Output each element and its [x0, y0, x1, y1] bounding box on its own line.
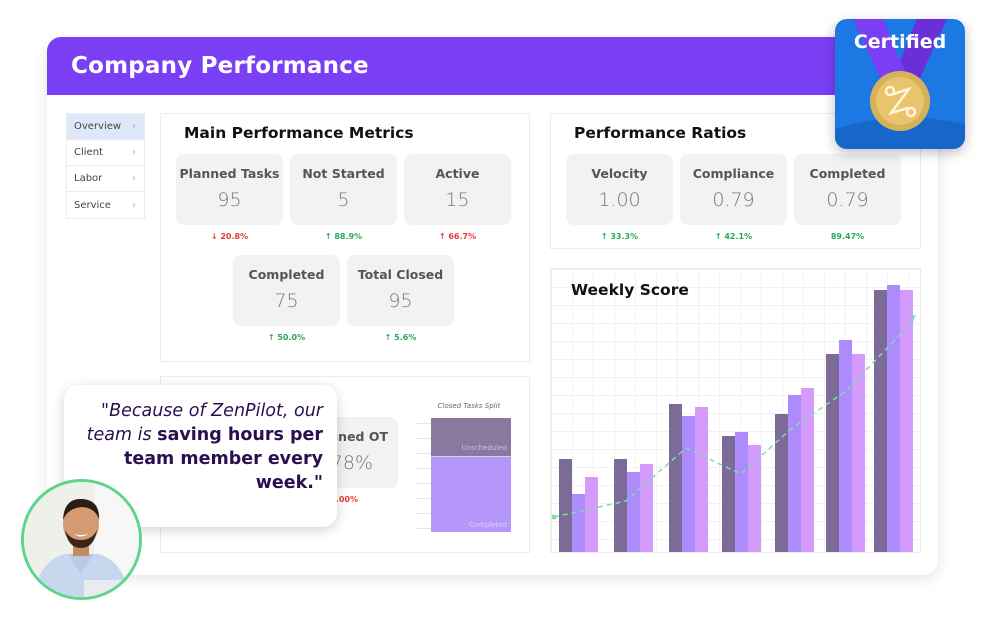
bar-w5-s2[interactable] — [788, 395, 801, 552]
split-chart-gridlines — [416, 423, 431, 531]
metric-delta: ↑ 33.3% — [600, 232, 639, 241]
chevron-right-icon: › — [132, 147, 136, 158]
dashboard-window: Company Performance Overview › Client › … — [47, 37, 938, 575]
metric-active[interactable]: Active 15 — [404, 154, 511, 225]
metric-label: Compliance — [692, 166, 775, 181]
sidebar-item-labor[interactable]: Labor › — [67, 166, 144, 192]
avatar — [21, 479, 142, 600]
bar-w2-s3[interactable] — [640, 464, 653, 552]
sidebar-item-label: Client — [74, 147, 103, 158]
bar-w1-s2[interactable] — [572, 494, 585, 552]
split-chart-title: Closed Tasks Split — [437, 402, 501, 410]
metric-completed-ratio[interactable]: Completed 0.79 — [794, 154, 901, 225]
metric-value: 0.79 — [826, 189, 869, 211]
window-header: Company Performance — [47, 37, 938, 95]
metric-label: Total Closed — [357, 267, 444, 282]
quote-italic-text: "Because of ZenPilot, our team is — [86, 401, 323, 445]
bar-w2-s2[interactable] — [627, 472, 640, 552]
chart-title: Weekly Score — [571, 281, 689, 299]
bar-w5-s1[interactable] — [775, 414, 788, 552]
segment-label: Unscheduled — [461, 444, 507, 452]
metric-compliance[interactable]: Compliance 0.79 — [680, 154, 787, 225]
chevron-right-icon: › — [132, 173, 136, 184]
bar-w7-s3[interactable] — [900, 290, 913, 552]
metric-label: Completed — [809, 166, 886, 181]
metric-delta: 89.47% — [830, 232, 865, 241]
chevron-right-icon: › — [132, 121, 136, 132]
bar-w1-s3[interactable] — [585, 477, 598, 552]
segment-label: Completed — [468, 521, 507, 529]
metric-total-closed[interactable]: Total Closed 95 — [347, 255, 454, 326]
metric-delta: ↑ 66.7% — [438, 232, 477, 241]
metric-value: 15 — [445, 189, 470, 211]
performance-ratios-card: Performance Ratios Velocity 1.00 ↑ 33.3%… — [550, 113, 921, 249]
split-segment-completed: Completed — [431, 456, 511, 532]
bar-w4-s1[interactable] — [722, 436, 735, 552]
metric-delta: 25.00% — [324, 495, 358, 504]
metric-label: Completed — [248, 267, 325, 282]
chevron-right-icon: › — [132, 199, 136, 211]
bar-w5-s3[interactable] — [801, 388, 814, 552]
sidebar-item-overview[interactable]: Overview › — [67, 114, 144, 140]
metric-label: Planned Tasks — [179, 166, 280, 181]
sidebar-item-service[interactable]: Service › — [67, 192, 144, 218]
sidebar-item-label: Service — [74, 199, 111, 211]
card-title: Main Performance Metrics — [184, 124, 414, 142]
bar-w7-s1[interactable] — [874, 290, 887, 552]
trend-line — [551, 315, 917, 520]
metric-completed[interactable]: Completed 75 — [233, 255, 340, 326]
metric-delta: ↑ 42.1% — [714, 232, 753, 241]
metric-delta: ↑ 50.0% — [267, 333, 306, 342]
metric-label: Velocity — [591, 166, 648, 181]
ribbon-icon — [835, 19, 965, 149]
weekly-score-card: Weekly Score — [550, 268, 921, 553]
quote-bold-text: saving hours per team member every week.… — [123, 425, 323, 493]
bar-w3-s2[interactable] — [682, 416, 695, 552]
certified-badge: Certified — [835, 19, 965, 149]
bar-w6-s3[interactable] — [852, 354, 865, 552]
zenpilot-medal-icon — [870, 71, 930, 131]
bar-w2-s1[interactable] — [614, 459, 627, 552]
metric-value: 1.00 — [598, 189, 641, 211]
bar-w4-s3[interactable] — [748, 445, 761, 552]
bar-w6-s1[interactable] — [826, 354, 839, 552]
page-title: Company Performance — [71, 53, 369, 79]
metric-value: 75 — [274, 290, 299, 312]
bar-w7-s2[interactable] — [887, 285, 900, 552]
metric-delta: ↑ 88.9% — [324, 232, 363, 241]
split-chart-bar[interactable]: Unscheduled Completed — [431, 418, 511, 532]
metric-delta: ↑ 5.6% — [384, 333, 417, 342]
badge-label: Certified — [853, 31, 947, 53]
split-segment-unscheduled: Unscheduled — [431, 418, 511, 456]
bar-w3-s3[interactable] — [695, 407, 708, 552]
bar-w4-s2[interactable] — [735, 432, 748, 552]
sidebar-nav: Overview › Client › Labor › Service › — [66, 113, 145, 219]
bar-chart — [551, 269, 920, 552]
card-title: Performance Ratios — [574, 124, 747, 142]
metric-label: Not Started — [302, 166, 385, 181]
metric-not-started[interactable]: Not Started 5 — [290, 154, 397, 225]
metric-velocity[interactable]: Velocity 1.00 — [566, 154, 673, 225]
metric-value: 95 — [388, 290, 413, 312]
bar-w1-s1[interactable] — [559, 459, 572, 552]
metric-value: 95 — [217, 189, 242, 211]
metric-delta: ↓ 20.8% — [210, 232, 249, 241]
person-photo-icon — [24, 482, 139, 597]
sidebar-item-label: Labor — [74, 173, 103, 184]
metric-value: 5 — [337, 189, 350, 211]
sidebar-item-client[interactable]: Client › — [67, 140, 144, 166]
metric-label: igned OT — [324, 429, 388, 444]
main-metrics-card: Main Performance Metrics Planned Tasks 9… — [160, 113, 530, 362]
metric-label: Active — [435, 166, 480, 181]
metric-value: 0.79 — [712, 189, 755, 211]
bar-w3-s1[interactable] — [669, 404, 682, 552]
sidebar-item-label: Overview — [74, 121, 122, 132]
metric-planned-tasks[interactable]: Planned Tasks 95 — [176, 154, 283, 225]
